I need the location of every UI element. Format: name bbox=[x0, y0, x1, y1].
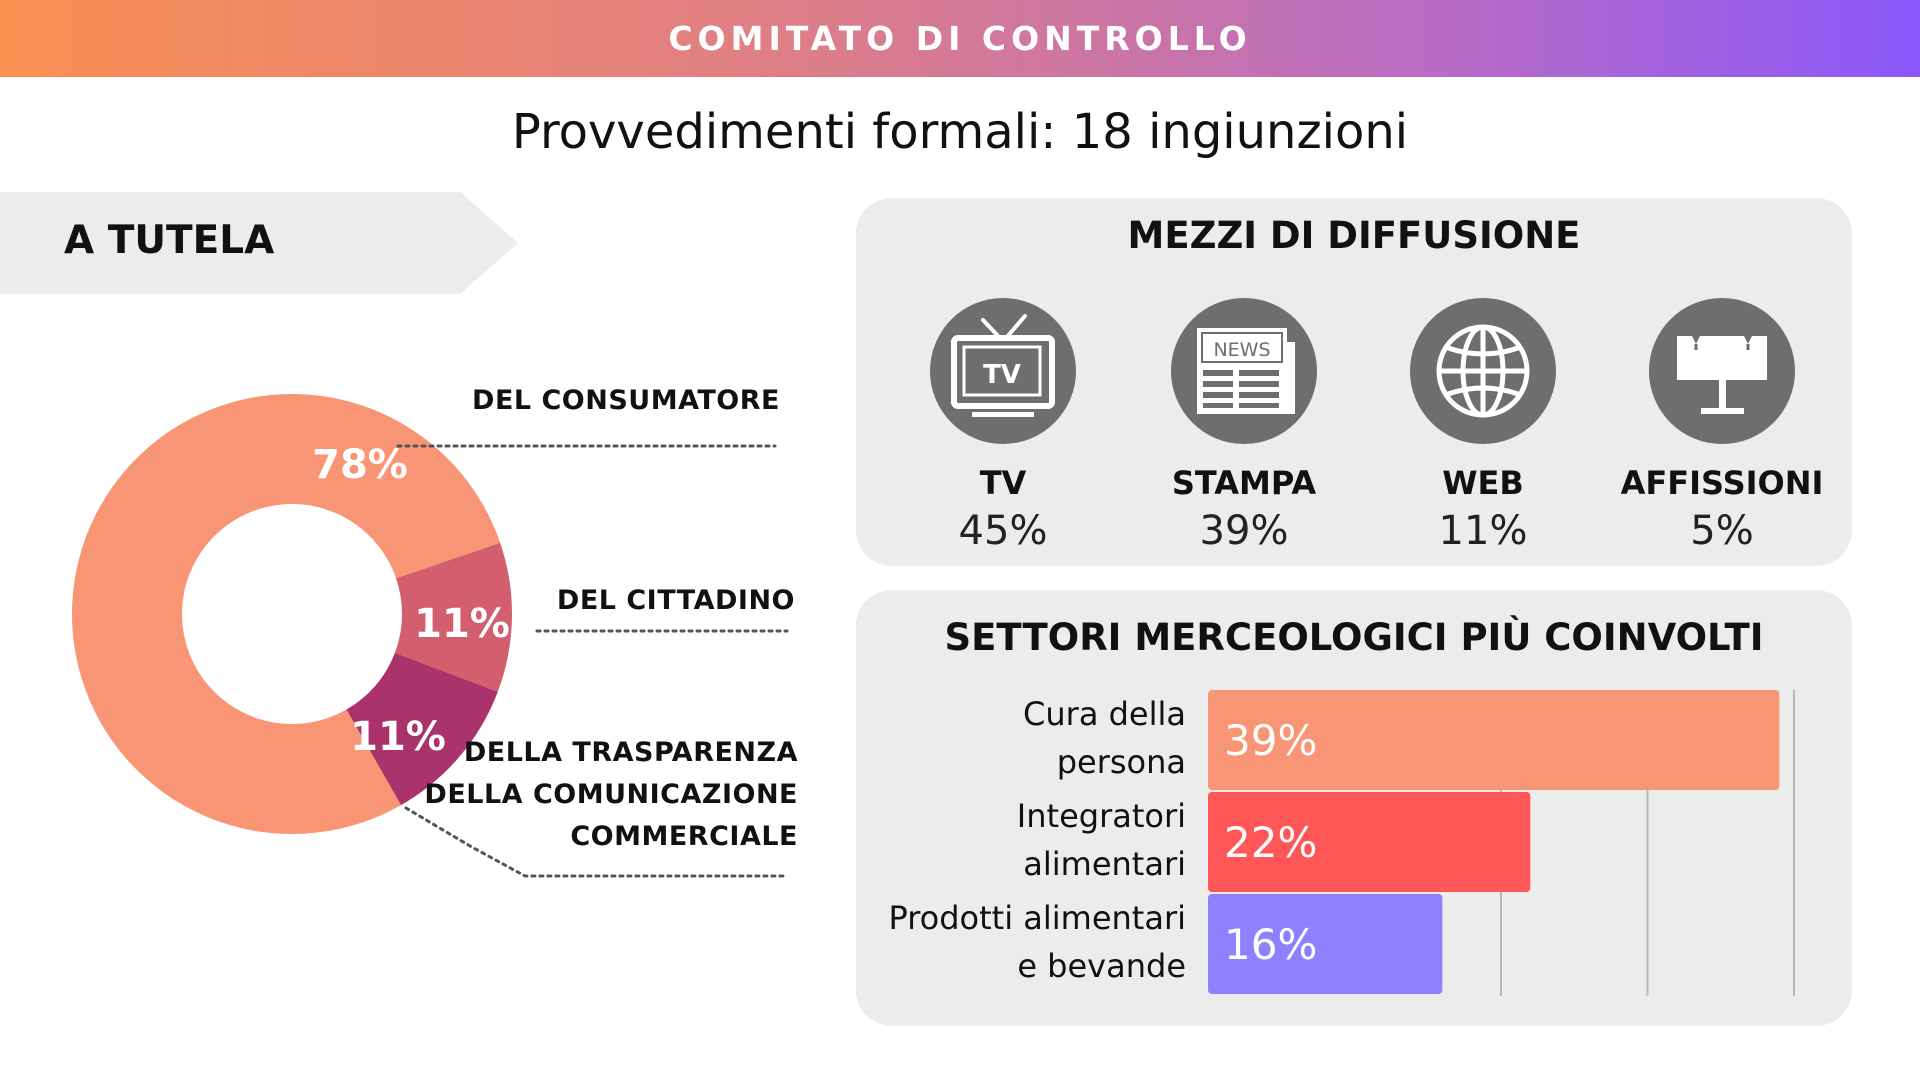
donut-chart-area: 78% 11% 11% DEL CONSUMATORE DEL CITTADINO … bbox=[0, 380, 820, 900]
leader-line-trasparenza bbox=[404, 806, 789, 878]
media-panel: MEZZI DI DIFFUSIONE TV TV 45% NEWS bbox=[856, 198, 1852, 566]
label-consumatore: DEL CONSUMATORE bbox=[420, 380, 780, 422]
donut-pct-consumatore: 78% bbox=[312, 442, 408, 488]
bar-category-prodotti-line2: e bevande bbox=[1017, 947, 1186, 985]
tv-icon-badge: TV bbox=[983, 360, 1021, 390]
tutela-tag: A TUTELA bbox=[0, 192, 518, 294]
label-cittadino: DEL CITTADINO bbox=[440, 580, 795, 622]
bar-category-cura-line1: Cura della bbox=[1023, 695, 1186, 733]
label-consumatore-text: DEL CONSUMATORE bbox=[472, 385, 780, 416]
label-trasparenza: DELLA TRASPARENZA DELLA COMUNICAZIONE COMM… bbox=[420, 732, 798, 858]
bar-category-cura: Cura della persona bbox=[856, 690, 1186, 786]
media-title: MEZZI DI DIFFUSIONE bbox=[1127, 214, 1581, 257]
label-trasparenza-text: DELLA TRASPARENZA DELLA COMUNICAZIONE COMM… bbox=[420, 732, 798, 858]
sectors-title: SETTORI MERCEOLOGICI PIÙ COINVOLTI bbox=[944, 616, 1764, 659]
donut-slice-cittadino bbox=[394, 542, 512, 692]
billboard-icon bbox=[1649, 298, 1795, 444]
donut-pct-trasparenza: 11% bbox=[350, 714, 446, 760]
newspaper-icon-badge: NEWS bbox=[1213, 339, 1270, 361]
media-value-tv: 45% bbox=[958, 508, 1048, 554]
media-label-web: WEB bbox=[1442, 464, 1524, 502]
bar-category-integratori: Integratori alimentari bbox=[856, 792, 1186, 888]
tutela-label: A TUTELA bbox=[64, 218, 275, 263]
media-value-stampa: 39% bbox=[1199, 508, 1289, 554]
bar-category-prodotti-line1: Prodotti alimentari bbox=[888, 899, 1186, 937]
bar-category-prodotti: Prodotti alimentari e bevande bbox=[856, 894, 1186, 990]
bar-category-integratori-line2: alimentari bbox=[1023, 845, 1186, 883]
globe-icon bbox=[1410, 298, 1556, 444]
sectors-panel: SETTORI MERCEOLOGICI PIÙ COINVOLTI Cura … bbox=[856, 590, 1852, 1026]
header-title: COMITATO DI CONTROLLO bbox=[668, 19, 1252, 58]
media-item-stampa: NEWS STAMPA 39% bbox=[1134, 298, 1354, 554]
media-label-stampa: STAMPA bbox=[1171, 464, 1317, 502]
label-cittadino-text: DEL CITTADINO bbox=[556, 585, 795, 616]
media-value-web: 11% bbox=[1438, 508, 1528, 554]
label-trasparenza-line-2: DELLA COMUNICAZIONE bbox=[424, 779, 798, 810]
tv-icon: TV bbox=[930, 298, 1076, 444]
label-trasparenza-line-1: DELLA TRASPARENZA bbox=[463, 737, 798, 768]
media-item-tv: TV TV 45% bbox=[893, 298, 1113, 554]
donut-slice-trasparenza bbox=[346, 652, 498, 806]
donut-chart: 78% 11% 11% bbox=[71, 394, 789, 878]
media-label-tv: TV bbox=[979, 464, 1027, 502]
header-bar: COMITATO DI CONTROLLO bbox=[0, 0, 1920, 77]
media-value-affissioni: 5% bbox=[1690, 508, 1754, 554]
tutela-arrow-shape bbox=[0, 192, 518, 294]
donut-slice-consumatore bbox=[71, 394, 501, 834]
bar-category-integratori-line1: Integratori bbox=[1016, 797, 1186, 835]
label-trasparenza-line-3: COMMERCIALE bbox=[570, 821, 798, 852]
newspaper-icon: NEWS bbox=[1171, 298, 1317, 444]
donut-pct-cittadino: 11% bbox=[414, 601, 510, 647]
media-label-affissioni: AFFISSIONI bbox=[1620, 464, 1824, 502]
page-subtitle: Provvedimenti formali: 18 ingiunzioni bbox=[511, 104, 1409, 160]
bar-category-cura-line2: persona bbox=[1056, 743, 1186, 781]
media-item-web: WEB 11% bbox=[1373, 298, 1593, 554]
media-item-affissioni: AFFISSIONI 5% bbox=[1612, 298, 1832, 554]
